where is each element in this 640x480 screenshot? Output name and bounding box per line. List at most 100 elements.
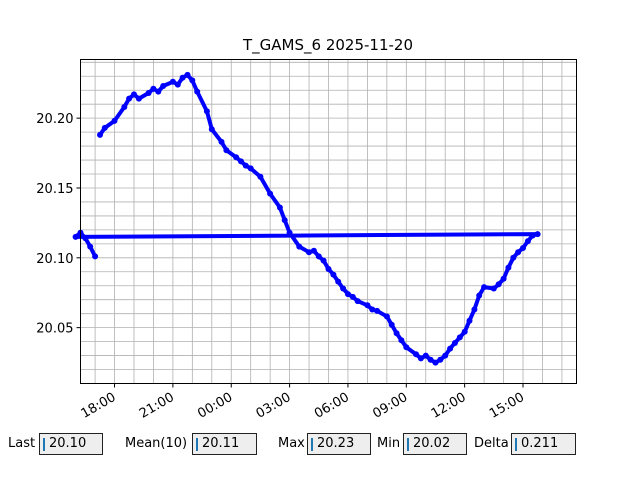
data-point <box>471 306 478 313</box>
x-tick-label: 03:00 <box>254 390 294 422</box>
axis-ticks: 18:00 21:00 00:00 03:00 06:00 09:00 12:00 15:00… <box>36 112 527 422</box>
data-point <box>529 232 536 239</box>
data-point <box>306 249 312 256</box>
data-point <box>87 243 94 250</box>
data-point <box>398 337 405 344</box>
data-point <box>447 345 454 352</box>
data-point <box>97 131 103 138</box>
data-point <box>160 83 167 89</box>
data-point <box>169 78 176 85</box>
data-point <box>461 328 468 335</box>
data-point <box>223 147 230 154</box>
last-value-field[interactable]: 20.10 <box>39 433 103 455</box>
x-tick-label: 18:00 <box>79 390 119 422</box>
y-tick-label: 20.10 <box>36 252 73 267</box>
data-point <box>126 95 133 102</box>
data-point <box>515 249 522 256</box>
data-point <box>325 266 332 272</box>
data-point <box>393 330 400 337</box>
data-point <box>442 352 449 359</box>
chart-title: T_GAMS_6 2025-11-20 <box>242 36 413 55</box>
chart-canvas: T_GAMS_6 2025-11-20 18:00 21:00 00:00 03:00… <box>36 36 577 422</box>
data-point <box>131 91 137 98</box>
y-tick-label: 20.05 <box>36 322 73 337</box>
data-point <box>121 104 128 110</box>
data-point <box>233 154 240 161</box>
x-tick-label: 09:00 <box>370 390 410 422</box>
data-point <box>490 285 497 292</box>
data-point <box>495 281 502 288</box>
delta-value-field[interactable]: 0.211 <box>511 433 576 455</box>
max-value-field[interactable]: 20.23 <box>307 433 371 455</box>
data-point <box>369 306 376 313</box>
data-point <box>194 88 201 95</box>
y-tick-label: 20.20 <box>36 112 73 127</box>
max-value: 20.23 <box>317 436 355 451</box>
data-point <box>174 81 181 88</box>
data-point <box>466 317 473 324</box>
x-tick-label: 06:00 <box>312 390 352 422</box>
x-tick-label: 00:00 <box>195 390 235 422</box>
data-point <box>320 257 327 264</box>
data-point <box>456 334 463 341</box>
text-cursor <box>515 438 517 451</box>
data-point <box>383 313 390 320</box>
data-point <box>335 278 342 285</box>
data-point <box>417 355 424 362</box>
data-point <box>534 231 541 238</box>
data-point <box>315 253 322 260</box>
data-point <box>427 356 434 363</box>
data-point <box>310 247 317 254</box>
data-point <box>135 95 142 102</box>
text-cursor <box>311 438 313 451</box>
data-point <box>184 71 191 78</box>
plot-frame <box>80 59 577 384</box>
data-point <box>92 253 99 260</box>
x-tick-label: 12:00 <box>429 390 469 422</box>
data-point <box>145 90 152 96</box>
x-tick-label: 15:00 <box>487 390 527 422</box>
max-label: Max <box>278 436 305 451</box>
data-point <box>267 190 274 197</box>
data-point <box>330 271 337 278</box>
data-point <box>82 235 89 242</box>
y-tick-label: 20.15 <box>36 182 73 197</box>
data-point <box>520 245 526 251</box>
last-value: 20.10 <box>49 436 87 451</box>
data-point <box>364 302 371 309</box>
data-points <box>72 71 541 366</box>
data-point <box>437 356 444 363</box>
min-label: Min <box>377 436 401 451</box>
data-point <box>247 165 254 172</box>
data-point <box>286 229 293 236</box>
mean-label: Mean(10) <box>125 436 188 451</box>
data-point <box>218 138 225 145</box>
min-value-field[interactable]: 20.02 <box>403 433 467 455</box>
data-point <box>413 351 419 358</box>
data-point <box>276 204 283 211</box>
data-point <box>432 359 439 366</box>
data-point <box>281 217 288 224</box>
data-point <box>189 77 196 84</box>
data-point <box>242 162 249 169</box>
data-point <box>203 108 210 115</box>
data-point <box>345 291 351 298</box>
data-point <box>403 344 410 351</box>
data-point <box>374 307 381 314</box>
data-point <box>451 340 458 346</box>
data-point <box>72 233 79 240</box>
x-tick-label: 21:00 <box>137 390 177 422</box>
data-point <box>238 158 244 165</box>
delta-label: Delta <box>474 436 509 451</box>
min-value: 20.02 <box>413 436 451 451</box>
grid-lines <box>80 59 577 384</box>
data-point <box>340 285 347 292</box>
mean-value: 20.11 <box>202 436 240 451</box>
text-cursor <box>407 438 409 451</box>
data-point <box>422 352 429 359</box>
text-cursor <box>43 438 45 451</box>
data-point <box>208 126 215 133</box>
mean-value-field[interactable]: 20.11 <box>192 433 257 455</box>
delta-value: 0.211 <box>521 436 559 451</box>
data-point <box>179 74 186 81</box>
